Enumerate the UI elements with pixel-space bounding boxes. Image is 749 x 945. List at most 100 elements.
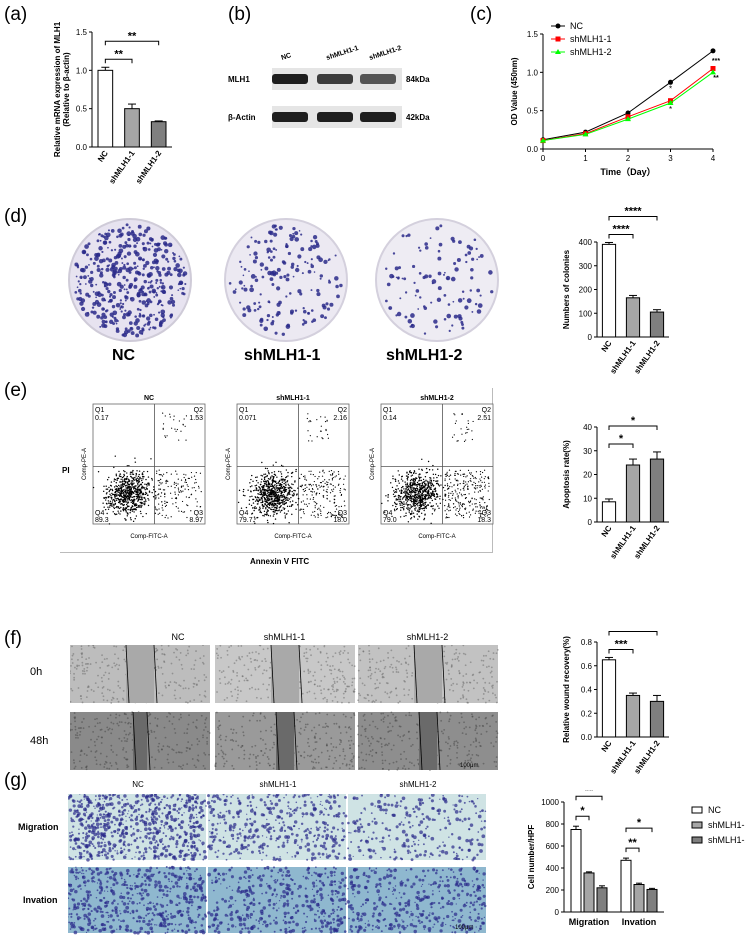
event-dot xyxy=(450,482,452,484)
event-dot xyxy=(460,474,462,476)
event-dot xyxy=(123,480,126,483)
event-dot xyxy=(323,485,325,487)
event-dot xyxy=(409,479,412,482)
cell-texture xyxy=(307,672,310,675)
event-dot xyxy=(483,506,485,508)
event-dot xyxy=(322,438,324,440)
cell-texture xyxy=(110,749,113,751)
event-dot xyxy=(420,507,422,510)
cell-texture xyxy=(268,764,271,767)
event-dot xyxy=(332,485,334,487)
cell-texture xyxy=(343,758,346,760)
y-tick-label: 1.5 xyxy=(527,30,539,39)
event-dot xyxy=(134,517,136,520)
cell-texture xyxy=(121,697,124,700)
cell-texture xyxy=(129,726,132,728)
colony xyxy=(123,284,126,286)
cell-texture xyxy=(476,682,479,684)
event-dot xyxy=(137,486,139,489)
event-dot xyxy=(312,474,314,476)
event-dot xyxy=(291,500,294,502)
colony xyxy=(103,285,107,288)
cell-texture xyxy=(314,737,317,739)
cell-texture xyxy=(235,740,237,743)
event-dot xyxy=(136,477,139,479)
cell-texture xyxy=(202,645,204,647)
colony xyxy=(124,241,128,245)
cell-texture xyxy=(87,645,90,647)
event-dot xyxy=(413,495,415,497)
event-dot xyxy=(398,495,401,497)
event-dot xyxy=(125,511,127,513)
colony xyxy=(269,271,275,276)
event-dot xyxy=(184,478,187,481)
event-dot xyxy=(141,485,143,487)
colony xyxy=(290,265,295,269)
cell-texture xyxy=(122,747,125,749)
event-dot xyxy=(264,493,267,496)
event-dot xyxy=(334,514,336,516)
cell-texture xyxy=(484,690,487,693)
event-dot xyxy=(131,496,134,498)
event-dot xyxy=(130,487,132,489)
event-dot xyxy=(279,487,281,489)
cell-texture xyxy=(494,694,497,696)
colony xyxy=(479,254,484,258)
event-dot xyxy=(264,489,266,492)
cell-texture xyxy=(114,653,116,656)
event-dot xyxy=(418,504,421,507)
cell-texture xyxy=(348,701,350,704)
colony xyxy=(141,300,147,305)
event-dot xyxy=(108,476,110,479)
colony xyxy=(116,281,122,287)
cell-texture xyxy=(71,728,73,731)
quadrant-value: 0.17 xyxy=(95,415,109,422)
cell-texture xyxy=(248,719,251,722)
cell-texture xyxy=(449,758,452,761)
flow-plot-title: NC xyxy=(144,395,154,402)
event-dot xyxy=(106,503,108,505)
cell-texture xyxy=(352,755,355,758)
event-dot xyxy=(115,473,117,475)
event-dot xyxy=(412,499,415,501)
cell-texture xyxy=(332,655,334,658)
cell-texture xyxy=(461,694,464,697)
event-dot xyxy=(333,502,335,504)
event-dot xyxy=(271,498,273,500)
cell-texture xyxy=(345,763,348,766)
event-dot xyxy=(124,501,126,503)
event-dot xyxy=(162,428,164,430)
event-dot xyxy=(141,473,143,475)
event-dot xyxy=(321,475,324,477)
event-dot xyxy=(274,509,276,511)
event-dot xyxy=(454,497,456,499)
colony xyxy=(123,329,129,335)
event-dot xyxy=(297,504,299,506)
event-dot xyxy=(274,506,277,509)
cell-texture xyxy=(455,648,458,651)
cell-texture xyxy=(107,728,110,731)
event-dot xyxy=(264,482,266,485)
event-dot xyxy=(333,495,335,497)
bar xyxy=(97,69,114,148)
event-dot xyxy=(251,474,253,477)
colony xyxy=(250,284,253,288)
event-dot xyxy=(401,486,404,488)
event-dot xyxy=(272,508,275,511)
cell-texture xyxy=(123,645,126,648)
event-dot xyxy=(182,424,184,426)
event-dot xyxy=(431,483,434,486)
cell-texture xyxy=(225,735,228,738)
cell-texture xyxy=(249,657,252,660)
event-dot xyxy=(484,511,486,514)
cell-texture xyxy=(350,758,353,761)
cell-texture xyxy=(116,698,119,700)
cell-texture xyxy=(400,663,403,666)
cell-texture xyxy=(123,658,126,661)
cell-texture xyxy=(202,736,204,739)
event-dot xyxy=(338,478,341,480)
event-dot xyxy=(169,416,171,418)
cell-texture xyxy=(342,680,345,683)
cell-texture xyxy=(185,746,188,749)
colony xyxy=(88,263,90,266)
